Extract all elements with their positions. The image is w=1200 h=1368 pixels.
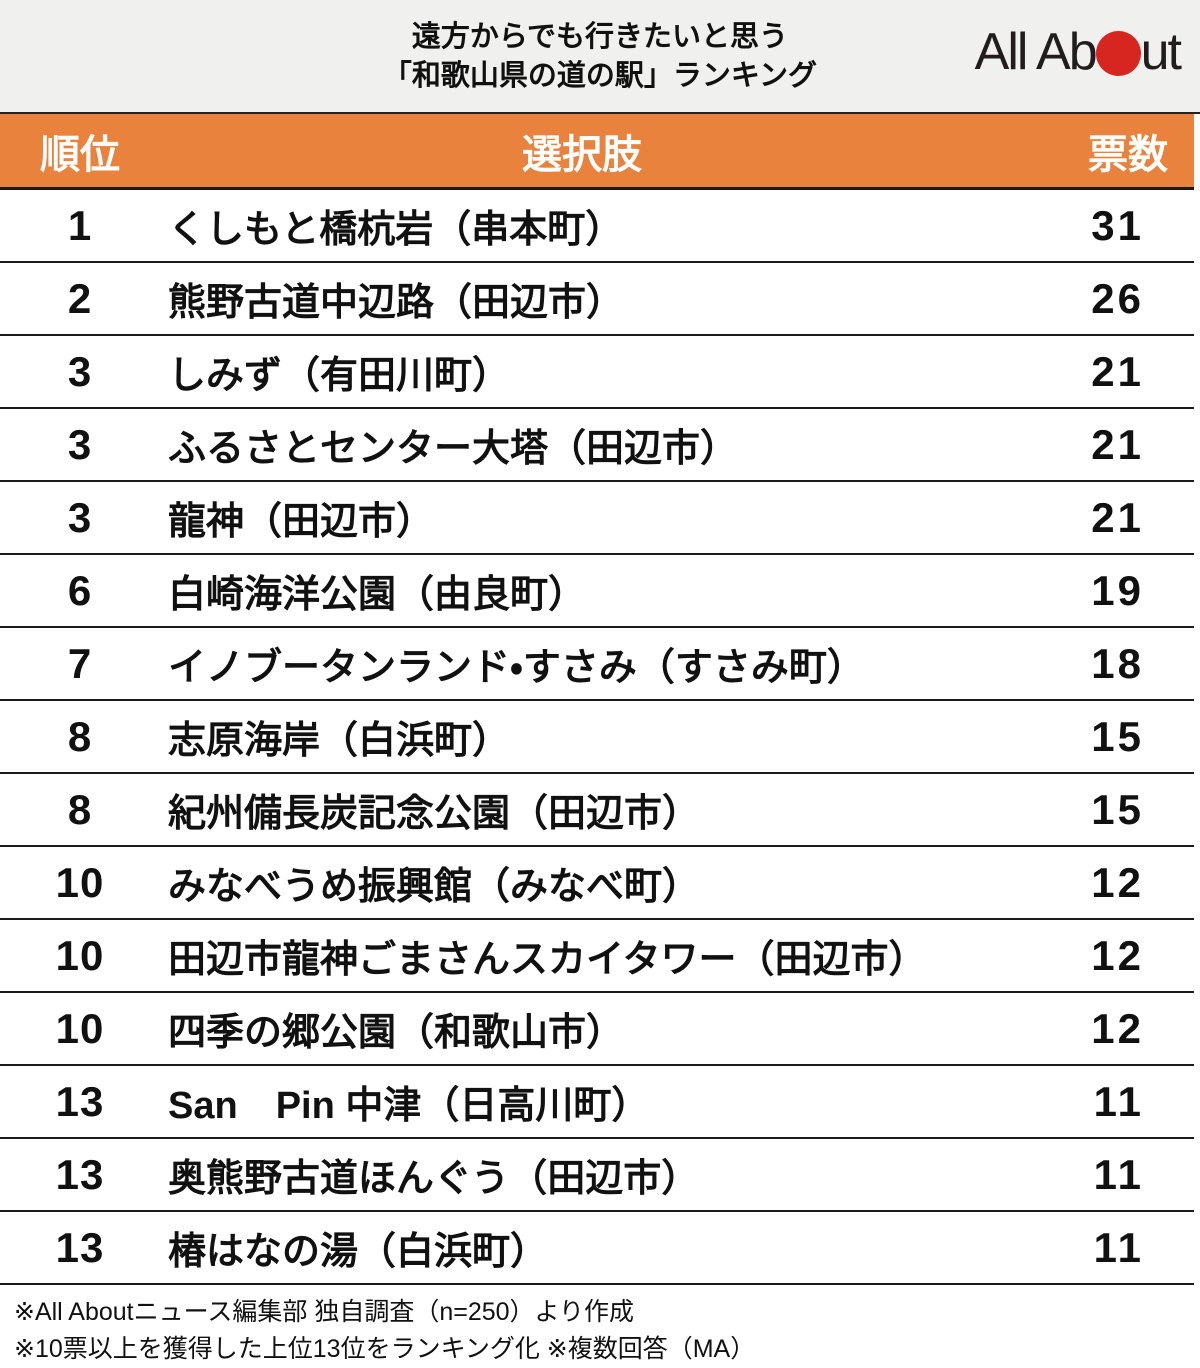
table-row: 1 くしもと橋杭岩（串本町） 31 bbox=[0, 190, 1194, 263]
footer-notes: ※All Aboutニュース編集部 独自調査（n=250）より作成 ※10票以上… bbox=[0, 1285, 1200, 1368]
rank-cell: 8 bbox=[67, 785, 93, 833]
choice-cell: 白崎海洋公園（由良町） bbox=[168, 574, 587, 616]
choice-cell: イノブータンランド・すさみ（すさみ町） bbox=[168, 647, 865, 689]
rank-cell: 3 bbox=[67, 420, 93, 468]
ranking-table-body: 1 くしもと橋杭岩（串本町） 31 2 熊野古道中辺路（田辺市） 26 3 しみ… bbox=[0, 190, 1200, 1285]
choice-cell: しみず（有田川町） bbox=[168, 355, 511, 397]
logo-red-dot-icon bbox=[1095, 31, 1141, 76]
table-row: 8 志原海岸（白浜町） 15 bbox=[0, 701, 1194, 774]
rank-cell: 7 bbox=[67, 639, 93, 687]
note-line-2: ※10票以上を獲得した上位13位をランキング化 ※複数回答（MA） bbox=[14, 1335, 756, 1363]
allabout-logo: All Ab ut bbox=[974, 22, 1182, 82]
table-row: 13 椿はなの湯（白浜町） 11 bbox=[0, 1212, 1194, 1285]
votes-cell: 11 bbox=[1093, 1077, 1144, 1125]
table-row: 10 田辺市龍神ごまさんスカイタワー（田辺市） 12 bbox=[0, 920, 1194, 993]
rank-cell: 8 bbox=[67, 712, 93, 760]
votes-cell: 12 bbox=[1091, 858, 1144, 906]
choice-cell: 志原海岸（白浜町） bbox=[168, 720, 511, 762]
votes-cell: 21 bbox=[1091, 493, 1144, 541]
note-line-1: ※All Aboutニュース編集部 独自調査（n=250）より作成 bbox=[14, 1298, 635, 1326]
table-row: 6 白崎海洋公園（由良町） 19 bbox=[0, 555, 1194, 628]
votes-cell: 15 bbox=[1091, 785, 1144, 833]
table-row: 13 奥熊野古道ほんぐう（田辺市） 11 bbox=[0, 1139, 1194, 1212]
rank-cell: 13 bbox=[55, 1223, 105, 1271]
votes-cell: 21 bbox=[1091, 347, 1144, 395]
logo-text-right: ut bbox=[1140, 23, 1182, 81]
rank-cell: 13 bbox=[55, 1150, 105, 1198]
rank-cell: 10 bbox=[55, 1004, 105, 1052]
choice-cell: ふるさとセンター大塔（田辺市） bbox=[168, 428, 739, 470]
votes-cell: 12 bbox=[1091, 1004, 1144, 1052]
choice-cell: 紀州備長炭記念公園（田辺市） bbox=[168, 793, 701, 835]
column-header-rank: 順位 bbox=[40, 132, 120, 177]
votes-cell: 19 bbox=[1091, 566, 1144, 614]
table-row: 13 San Pin 中津（日高川町） 11 bbox=[0, 1066, 1194, 1139]
choice-cell: 田辺市龍神ごまさんスカイタワー（田辺市） bbox=[168, 939, 927, 981]
votes-cell: 21 bbox=[1091, 420, 1144, 468]
rank-cell: 3 bbox=[67, 493, 93, 541]
page-title-line-1: 遠方からでも行きたいと思う bbox=[411, 21, 789, 53]
rank-cell: 3 bbox=[67, 347, 93, 395]
table-row: 7 イノブータンランド・すさみ（すさみ町） 18 bbox=[0, 628, 1194, 701]
table-row: 3 龍神（田辺市） 21 bbox=[0, 482, 1194, 555]
masthead: 遠方からでも行きたいと思う 「和歌山県の道の駅」ランキング All Ab ut bbox=[0, 0, 1200, 114]
table-row: 3 ふるさとセンター大塔（田辺市） 21 bbox=[0, 409, 1194, 482]
choice-cell: みなべうめ振興館（みなべ町） bbox=[168, 866, 701, 908]
votes-cell: 11 bbox=[1093, 1223, 1144, 1271]
votes-cell: 18 bbox=[1091, 639, 1144, 687]
votes-cell: 15 bbox=[1091, 712, 1144, 760]
choice-cell: 龍神（田辺市） bbox=[168, 501, 435, 543]
votes-cell: 31 bbox=[1091, 201, 1144, 249]
choice-cell: 四季の郷公園（和歌山市） bbox=[168, 1012, 625, 1054]
table-row: 3 しみず（有田川町） 21 bbox=[0, 336, 1194, 409]
table-row: 10 みなべうめ振興館（みなべ町） 12 bbox=[0, 847, 1194, 920]
choice-cell: 奥熊野古道ほんぐう（田辺市） bbox=[168, 1158, 700, 1200]
table-row: 8 紀州備長炭記念公園（田辺市） 15 bbox=[0, 774, 1194, 847]
rank-cell: 10 bbox=[55, 931, 105, 979]
rank-cell: 1 bbox=[67, 201, 93, 249]
column-header-choice: 選択肢 bbox=[522, 132, 642, 177]
votes-cell: 12 bbox=[1091, 931, 1144, 979]
rank-cell: 6 bbox=[67, 566, 93, 614]
logo-text-left: All Ab bbox=[974, 23, 1098, 81]
page-title-line-2: 「和歌山県の道の駅」ランキング bbox=[382, 60, 818, 92]
rank-cell: 10 bbox=[55, 858, 105, 906]
column-header-votes: 票数 bbox=[1088, 132, 1168, 177]
choice-cell: くしもと橋杭岩（串本町） bbox=[168, 209, 624, 251]
votes-cell: 26 bbox=[1091, 274, 1144, 322]
rank-cell: 13 bbox=[55, 1077, 105, 1125]
choice-cell: 熊野古道中辺路（田辺市） bbox=[168, 282, 625, 324]
table-row: 2 熊野古道中辺路（田辺市） 26 bbox=[0, 263, 1194, 336]
table-row: 10 四季の郷公園（和歌山市） 12 bbox=[0, 993, 1194, 1066]
table-header-row: 順位 選択肢 票数 bbox=[0, 114, 1194, 190]
rank-cell: 2 bbox=[67, 274, 93, 322]
votes-cell: 11 bbox=[1093, 1150, 1144, 1198]
choice-cell: 椿はなの湯（白浜町） bbox=[168, 1231, 549, 1273]
page-title: 遠方からでも行きたいと思う 「和歌山県の道の駅」ランキング bbox=[0, 18, 1200, 96]
choice-cell: San Pin 中津（日高川町） bbox=[168, 1085, 650, 1127]
